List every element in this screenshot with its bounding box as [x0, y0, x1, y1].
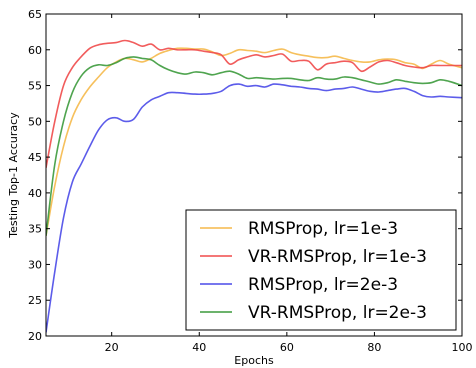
y-axis-label: Testing Top-1 Accuracy: [7, 112, 20, 239]
ticks-layer: 20 40 60 80 100 20 25 30 35 40 45 50 55 60 65: [28, 8, 473, 354]
x-tick-label: 40: [192, 341, 206, 354]
y-tick-label: 30: [28, 258, 42, 271]
x-tick-label: 100: [452, 341, 473, 354]
y-tick-label: 45: [28, 151, 42, 164]
legend-items: RMSProp, lr=1e-3 VR-RMSProp, lr=1e-3 RMSPr…: [200, 219, 427, 323]
y-tick-label: 20: [28, 330, 42, 343]
legend-label-2: VR-RMSProp, lr=1e-3: [248, 247, 427, 267]
series-layer: [46, 39, 462, 333]
y-tick-label: 50: [28, 115, 42, 128]
legend-label-3: RMSProp, lr=2e-3: [248, 275, 398, 295]
legend: RMSProp, lr=1e-3 VR-RMSProp, lr=1e-3 RMSPr…: [185, 209, 457, 331]
x-tick-label: 20: [105, 341, 119, 354]
y-tick-label: 60: [28, 44, 42, 57]
series-line-1: [46, 47, 462, 236]
plot-frame: [45, 13, 463, 337]
x-axis-label: Epochs: [234, 354, 274, 367]
series-line-3: [46, 83, 462, 333]
y-tick-label: 55: [28, 80, 42, 93]
y-tick-label: 35: [28, 223, 42, 236]
x-tick-label: 80: [367, 341, 381, 354]
y-tick-label: 40: [28, 187, 42, 200]
legend-box: [185, 209, 457, 331]
series-line-2: [46, 39, 462, 168]
series-line-4: [46, 56, 462, 236]
legend-label-1: RMSProp, lr=1e-3: [248, 219, 398, 239]
legend-label-4: VR-RMSProp, lr=2e-3: [248, 303, 427, 323]
x-tick-label: 60: [280, 341, 294, 354]
y-tick-label: 65: [28, 8, 42, 21]
y-tick-label: 25: [28, 294, 42, 307]
